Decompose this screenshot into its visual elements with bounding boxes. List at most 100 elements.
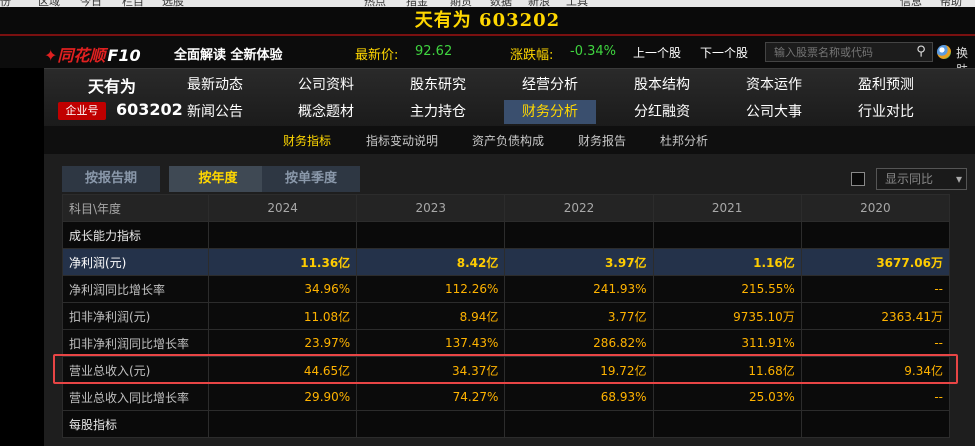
- row-label[interactable]: 营业总收入(元): [62, 356, 209, 384]
- title-divider: [0, 34, 975, 36]
- subtab[interactable]: 财务指标: [283, 134, 332, 148]
- value-cell: [800, 410, 951, 438]
- change-label: 涨跌幅:: [510, 48, 554, 63]
- value-cell: 34.96%: [207, 275, 358, 303]
- value-cell: [800, 221, 951, 249]
- window-title: 天有为 603202: [414, 10, 561, 31]
- nav-item[interactable]: 盈利预测: [858, 77, 914, 93]
- quote-header: ✦同花顺 F10 全面解读 全新体验 最新价: 92.62 涨跌幅: -0.34%…: [0, 36, 975, 77]
- year-header-cell[interactable]: 2022: [504, 194, 654, 222]
- nav-item[interactable]: 分红融资: [634, 104, 690, 120]
- subtab[interactable]: 财务报告: [578, 134, 627, 148]
- menu-item[interactable]: 新浪: [528, 0, 550, 7]
- logo-flame-icon: ✦: [44, 46, 58, 65]
- table-row: 扣非净利润同比增长率 23.97% 137.43% 286.82% 311.91% --: [62, 329, 951, 357]
- nav-item[interactable]: 最新动态: [187, 77, 243, 93]
- value-cell: 25.03%: [652, 383, 802, 411]
- value-cell: [504, 221, 654, 249]
- stock-search-input[interactable]: [765, 42, 933, 62]
- value-cell: --: [800, 383, 951, 411]
- value-cell: 241.93%: [504, 275, 654, 303]
- finance-subtabs: 财务指标 指标变动说明 资产负债构成 财务报告 杜邦分析: [44, 126, 975, 154]
- value-cell: 8.42亿: [356, 248, 506, 276]
- show-yoy-select[interactable]: 显示同比 ▾: [876, 168, 967, 190]
- show-yoy-label: 显示同比: [885, 172, 934, 186]
- period-tab[interactable]: 按报告期: [62, 166, 160, 192]
- year-header-cell[interactable]: 2024: [207, 194, 358, 222]
- search-icon[interactable]: ⚲: [916, 44, 926, 59]
- subtab[interactable]: 资产负债构成: [472, 134, 545, 148]
- menu-item[interactable]: 指金: [406, 0, 428, 7]
- value-cell: 19.72亿: [504, 356, 654, 384]
- value-cell: 44.65亿: [207, 356, 358, 384]
- nav-item[interactable]: 新闻公告: [187, 104, 243, 120]
- table-row: 净利润同比增长率 34.96% 112.26% 241.93% 215.55% --: [62, 275, 951, 303]
- row-label[interactable]: 净利润同比增长率: [62, 275, 209, 303]
- stock-name: 天有为: [88, 77, 137, 96]
- nav-item[interactable]: 经营分析: [522, 77, 578, 93]
- value-cell: 11.36亿: [207, 248, 358, 276]
- row-label[interactable]: 净利润(元): [62, 248, 209, 276]
- value-cell: 3677.06万: [800, 248, 951, 276]
- table-header-cell: 科目\年度: [62, 194, 209, 222]
- value-cell: 34.37亿: [356, 356, 506, 384]
- prev-stock-button[interactable]: 上一个股: [633, 46, 682, 60]
- menu-item[interactable]: 份: [0, 0, 11, 7]
- table-row: 净利润(元) 11.36亿 8.42亿 3.97亿 1.16亿 3677.06万: [62, 248, 951, 276]
- show-yoy-checkbox[interactable]: [851, 172, 865, 186]
- globe-icon[interactable]: [937, 45, 951, 59]
- latest-price-label: 最新价:: [355, 48, 399, 63]
- window-title-bar: 天有为 603202: [0, 7, 975, 34]
- row-label[interactable]: 扣非净利润同比增长率: [62, 329, 209, 357]
- year-header-cell[interactable]: 2023: [356, 194, 506, 222]
- row-label[interactable]: 扣非净利润(元): [62, 302, 209, 330]
- value-cell: 9.34亿: [800, 356, 951, 384]
- year-header-cell[interactable]: 2020: [800, 194, 951, 222]
- nav-item[interactable]: 资本运作: [746, 77, 802, 93]
- nav-item[interactable]: 公司大事: [746, 104, 802, 120]
- menu-item[interactable]: 选股: [162, 0, 184, 7]
- value-cell: 9735.10万: [652, 302, 802, 330]
- value-cell: 8.94亿: [356, 302, 506, 330]
- nav-item[interactable]: 行业对比: [858, 104, 914, 120]
- value-cell: [504, 410, 654, 438]
- period-tab[interactable]: 按单季度: [262, 166, 360, 192]
- latest-price-value: 92.62: [415, 44, 453, 59]
- menu-item[interactable]: 工具: [566, 0, 588, 7]
- nav-item[interactable]: 股东研究: [410, 77, 466, 93]
- nav-item[interactable]: 概念题材: [298, 104, 354, 120]
- subtab[interactable]: 杜邦分析: [660, 134, 709, 148]
- row-label: 每股指标: [62, 410, 209, 438]
- next-stock-button[interactable]: 下一个股: [700, 46, 749, 60]
- nav-item[interactable]: 主力持仓: [410, 104, 466, 120]
- logo-f10: F10: [107, 46, 141, 65]
- menu-item[interactable]: 区域: [38, 0, 60, 7]
- value-cell: 74.27%: [356, 383, 506, 411]
- value-cell: 2363.41万: [800, 302, 951, 330]
- menu-item[interactable]: 帮助: [940, 0, 962, 7]
- finance-indicator-table: 科目\年度 2024 2023 2022 2021 2020 成长能力指标 净利润(元) 11.…: [62, 194, 951, 438]
- value-cell: 1.16亿: [652, 248, 802, 276]
- table-row: 每股指标: [62, 410, 951, 438]
- row-label: 成长能力指标: [62, 221, 209, 249]
- nav-item[interactable]: 股本结构: [634, 77, 690, 93]
- enterprise-badge[interactable]: 企业号: [58, 102, 106, 120]
- value-cell: 11.68亿: [652, 356, 802, 384]
- nav-item[interactable]: 财务分析: [504, 100, 596, 124]
- period-tab[interactable]: 按年度: [169, 166, 267, 192]
- menu-item[interactable]: 栏目: [122, 0, 144, 7]
- subtab[interactable]: 指标变动说明: [366, 134, 439, 148]
- change-value: -0.34%: [570, 44, 616, 59]
- main-nav-panel: 天有为 企业号 603202 最新动态 公司资料 股东研究 经营分析 股本结构 资本运作 盈…: [44, 68, 975, 126]
- menu-item[interactable]: 信息: [900, 0, 922, 7]
- menu-item[interactable]: 今日: [80, 0, 102, 7]
- year-header-cell[interactable]: 2021: [652, 194, 802, 222]
- nav-item[interactable]: 公司资料: [298, 77, 354, 93]
- value-cell: 311.91%: [652, 329, 802, 357]
- menu-item[interactable]: 期货: [450, 0, 472, 7]
- row-label[interactable]: 营业总收入同比增长率: [62, 383, 209, 411]
- menu-item[interactable]: 数据: [490, 0, 512, 7]
- value-cell: 23.97%: [207, 329, 358, 357]
- top-menu-strip: 份 区域 今日 栏目 选股 热点 指金 期货 数据 新浪 工具 信息 帮助: [0, 0, 975, 7]
- menu-item[interactable]: 热点: [364, 0, 386, 7]
